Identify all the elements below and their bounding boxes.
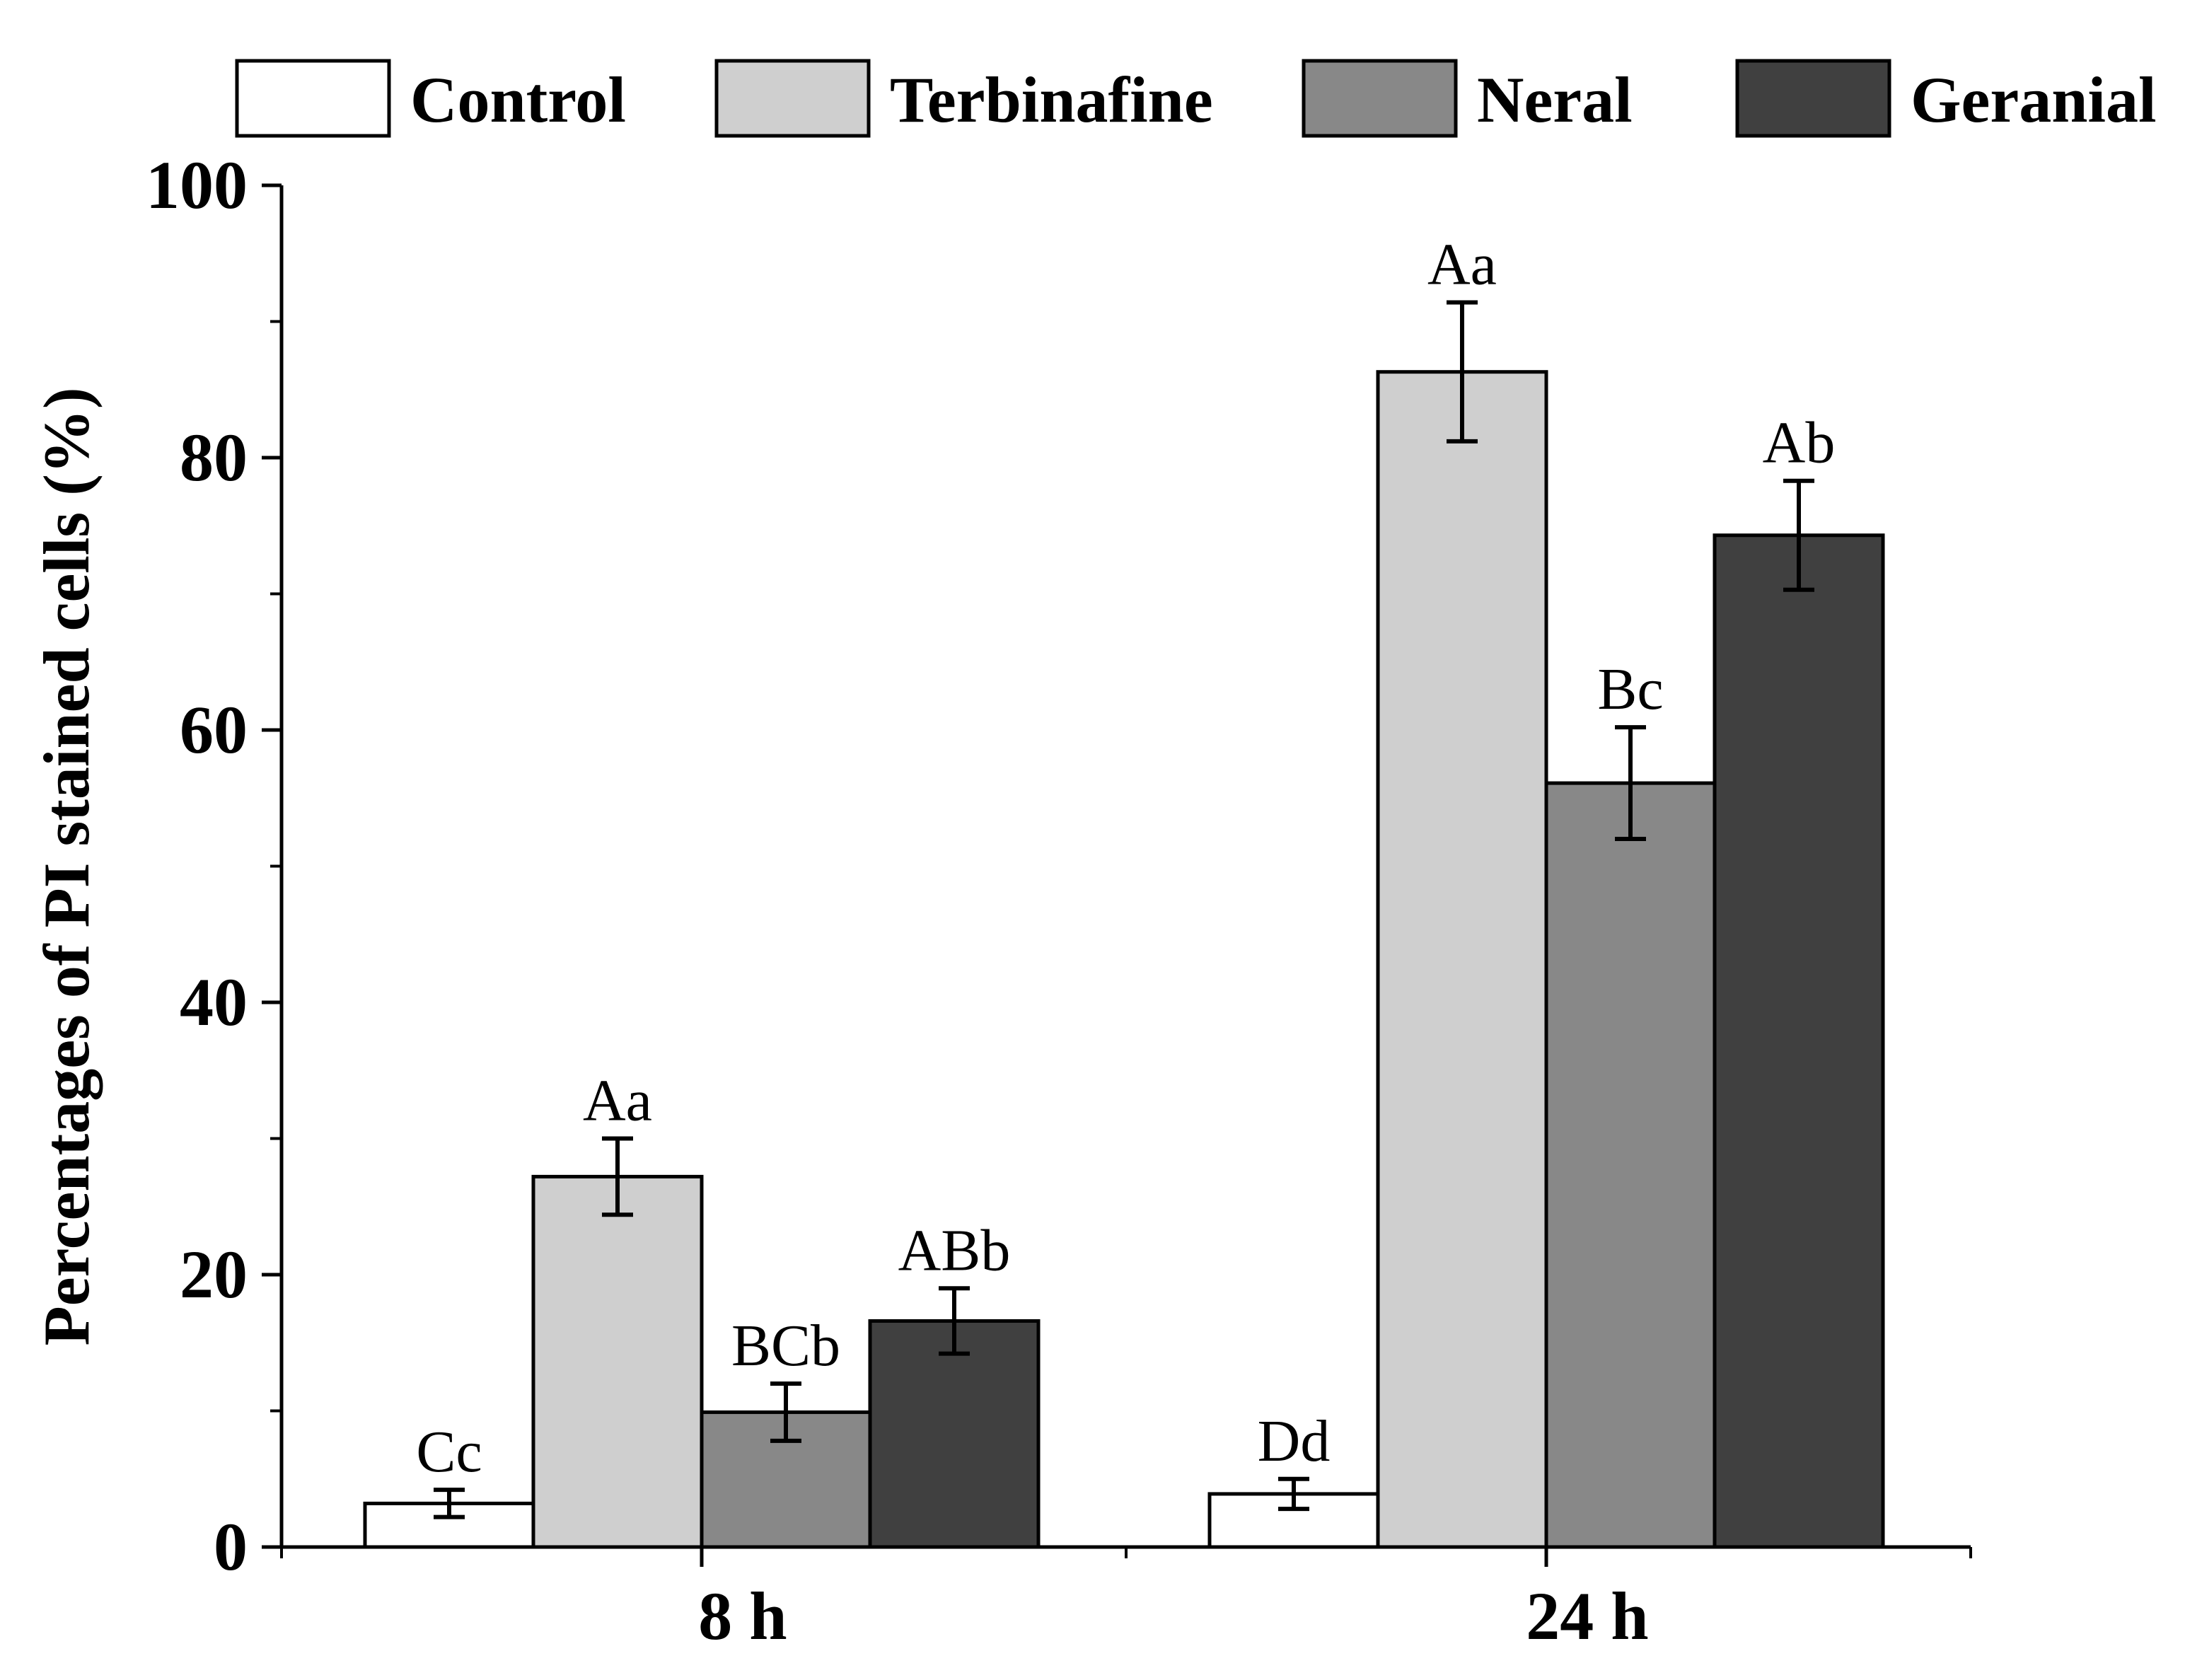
bar-terbinafine-8h [531,1174,704,1549]
axes [279,185,1972,1567]
y-tick-label: 40 [180,964,248,1040]
y-axis-ticks: 0 20 40 60 80 100 [146,147,282,1585]
significance-label: Aa [583,1068,652,1134]
bar-geranial-8h [868,1319,1041,1549]
bars [363,370,1885,1549]
x-axis-labels: 8 h 24 h [698,1578,1648,1654]
y-tick-label: 20 [180,1236,248,1312]
bar-terbinafine-24h [1376,370,1548,1549]
legend-label-control: Control [410,64,626,136]
legend-swatch-terbinafine [714,59,871,138]
y-axis-title: Percentages of PI stained cells (%) [30,388,103,1346]
legend-swatch-control [235,59,391,138]
legend: Control Terbinafine Neral Geranial [235,59,2157,138]
significance-label: ABb [898,1217,1011,1283]
x-tick-label: 24 h [1526,1578,1648,1654]
significance-label: Aa [1427,232,1497,298]
y-tick-label: 100 [146,147,248,223]
significance-label: Bc [1597,656,1663,722]
significance-label: Ab [1763,410,1836,476]
bar-neral-24h [1544,781,1717,1549]
y-tick-label: 60 [180,692,248,767]
significance-label: Cc [416,1419,482,1485]
y-tick-label: 80 [180,419,248,495]
x-tick-label: 8 h [698,1578,787,1654]
legend-label-geranial: Geranial [1911,64,2157,136]
significance-label: BCb [731,1313,840,1379]
bar-geranial-24h [1713,533,1885,1549]
significance-labels: Cc Aa BCb ABb Dd Aa Bc Ab [416,232,1835,1485]
significance-label: Dd [1258,1408,1331,1474]
legend-swatch-neral [1302,59,1458,138]
legend-label-neral: Neral [1477,64,1633,136]
y-tick-label: 0 [214,1509,248,1585]
legend-label-terbinafine: Terbinafine [890,64,1213,136]
legend-swatch-geranial [1735,59,1891,138]
error-bars [434,300,1814,1519]
